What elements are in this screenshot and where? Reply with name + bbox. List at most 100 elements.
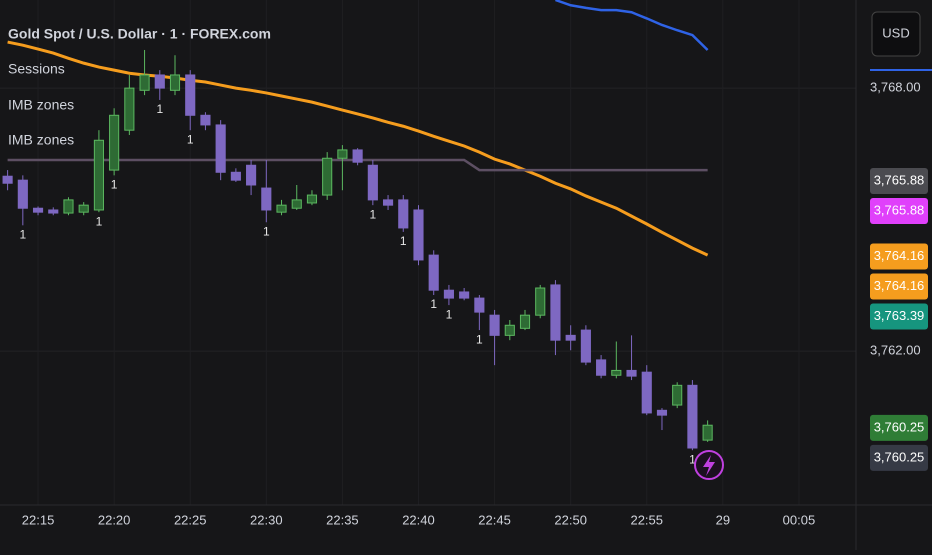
candle-body: [276, 204, 287, 213]
marker-label: 1: [156, 102, 163, 116]
candle-body: [504, 324, 515, 336]
candle-body: [78, 204, 89, 213]
alert-icon[interactable]: [694, 450, 724, 480]
currency-button[interactable]: [871, 11, 921, 57]
price-tag: [870, 243, 928, 270]
candle-body: [230, 171, 241, 181]
candle-body: [565, 334, 576, 341]
candle-body: [489, 314, 500, 336]
marker-label: 1: [263, 224, 270, 238]
price-tag-label: 3,760.25: [874, 449, 925, 464]
candle-body: [2, 175, 13, 184]
price-tag-label: 3,765.88: [874, 202, 925, 217]
price-tag: [870, 303, 928, 330]
candle-body: [443, 289, 454, 299]
legend-item[interactable]: IMB zones: [8, 132, 74, 148]
x-tick-label: 22:30: [250, 512, 283, 527]
candle-body: [626, 369, 637, 377]
candle-body: [702, 424, 713, 441]
marker-label: 1: [446, 307, 453, 321]
grid: [0, 87, 856, 352]
x-tick-label: 22:20: [98, 512, 131, 527]
legend-item[interactable]: Sessions: [8, 61, 65, 77]
chart-title: Gold Spot / U.S. Dollar · 1 · FOREX.com: [8, 26, 271, 42]
candle-body: [474, 297, 485, 313]
marker-label: 1: [369, 207, 376, 221]
candle-body: [641, 371, 652, 414]
candle-body: [656, 409, 668, 416]
candle-body: [139, 74, 150, 91]
candle-body: [109, 114, 120, 171]
candle-body: [291, 199, 302, 209]
currency-label[interactable]: USD: [882, 25, 909, 40]
y-tick-label: 3,762.00: [870, 343, 921, 358]
candle-body: [428, 254, 439, 291]
candle-body: [382, 199, 394, 206]
candle-body: [687, 384, 698, 449]
x-tick-label: 29: [716, 512, 730, 527]
price-tag-label: 3,760.25: [874, 419, 925, 434]
marker-label: 1: [19, 227, 26, 241]
x-tick-label: 22:25: [174, 512, 207, 527]
candle-body: [398, 199, 409, 229]
candle-body: [215, 124, 226, 173]
marker-label: 1: [96, 214, 103, 228]
candle-body: [459, 291, 470, 299]
price-tag: [870, 414, 928, 441]
price-tag-label: 3,765.88: [874, 172, 925, 187]
candle-body: [413, 209, 424, 261]
candle-body: [352, 149, 363, 163]
x-tick-label: 00:05: [783, 512, 816, 527]
candle-body: [154, 74, 165, 89]
candle-body: [124, 87, 135, 131]
x-tick-label: 22:15: [22, 512, 55, 527]
candle-body: [246, 164, 257, 186]
candle-body: [169, 74, 181, 91]
candle-body: [306, 194, 318, 204]
price-tag: [870, 198, 928, 225]
candle-body: [337, 149, 348, 159]
x-tick-label: 22:35: [326, 512, 359, 527]
candle-body: [367, 164, 378, 201]
legend-item[interactable]: IMB zones: [8, 97, 74, 113]
x-tick-label: 22:55: [630, 512, 663, 527]
candle-body: [322, 157, 333, 196]
price-tag-label: 3,764.16: [874, 248, 925, 263]
x-tick-label: 22:45: [478, 512, 511, 527]
marker-label: 1: [187, 132, 194, 146]
x-tick-label: 22:50: [554, 512, 587, 527]
candle-body: [672, 384, 683, 406]
price-tag: [870, 273, 928, 300]
candle-body: [200, 114, 211, 126]
indicator-line: [555, 0, 709, 51]
price-tag-label: 3,763.39: [874, 308, 925, 323]
candle-body: [519, 314, 531, 329]
candle-body: [580, 329, 591, 363]
candle-body: [32, 207, 44, 213]
candle-body: [596, 359, 607, 376]
y-tick-label: 3,768.00: [870, 80, 921, 95]
candle-body: [63, 199, 74, 214]
marker-label: 1: [689, 452, 696, 466]
marker-label: 1: [430, 297, 437, 311]
candle-body: [93, 139, 104, 211]
marker-label: 1: [476, 332, 483, 346]
candle-body: [185, 74, 196, 116]
marker-label: 1: [400, 234, 407, 248]
candle-body: [550, 284, 561, 341]
price-tag-label: 3,764.16: [874, 278, 925, 293]
price-tag: [870, 168, 928, 195]
marker-label: 1: [111, 178, 118, 192]
indicator-line: [7, 40, 709, 257]
x-tick-label: 22:40: [402, 512, 435, 527]
candle-body: [17, 179, 28, 209]
candle-body: [48, 209, 59, 214]
price-tag: [870, 444, 928, 471]
candle-body: [611, 369, 622, 376]
candle-body: [261, 187, 272, 211]
candle-body: [535, 287, 546, 316]
